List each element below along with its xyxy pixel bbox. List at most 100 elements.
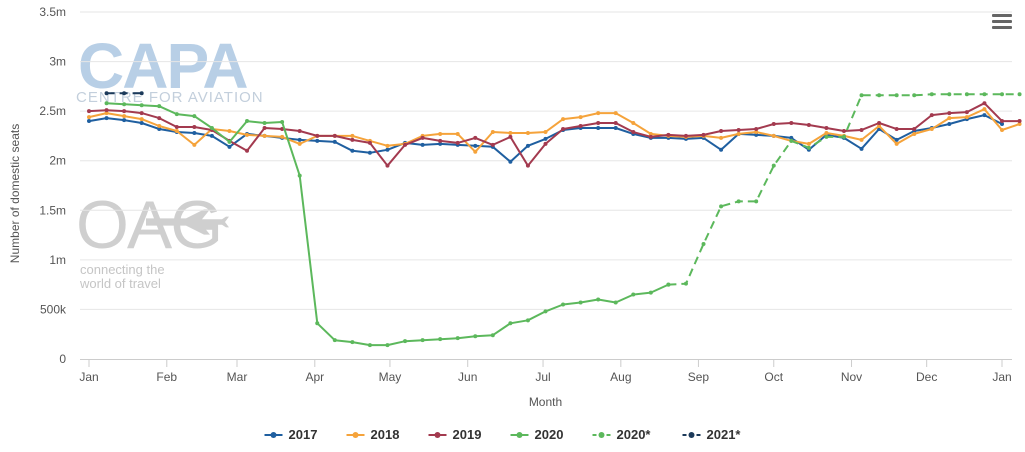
data-point [438,131,443,136]
y-tick-label: 500k [40,302,67,316]
legend-item[interactable]: 2017 [264,427,318,442]
legend-marker [434,432,441,438]
capa-logo: CAPA [78,30,247,102]
x-tick-label: Apr [305,370,324,384]
legend-item[interactable]: 2020* [592,427,652,442]
legend-marker [598,432,605,438]
data-point [87,119,91,124]
data-point [490,333,495,338]
data-point [438,138,443,143]
data-point [841,128,846,133]
data-point [631,129,636,134]
data-point [683,281,688,286]
x-tick-label: Nov [841,370,862,384]
data-point [104,111,109,116]
data-point [209,125,214,130]
data-point [982,107,987,112]
x-tick-label: Feb [156,370,177,384]
data-point [929,92,934,97]
data-point [824,134,829,139]
data-point [350,340,355,345]
menu-bar-3 [992,26,1012,29]
data-point [332,338,337,343]
series-2019 [87,101,1022,168]
data-point [912,126,917,131]
data-point [859,127,864,132]
data-point [596,121,601,126]
data-point [771,133,776,138]
x-tick-label: Sep [688,370,710,384]
data-point [122,109,127,114]
series-line [88,102,1020,167]
airplane-icon [146,209,229,235]
data-point [350,133,355,138]
data-point [789,138,794,143]
x-tick-label: Jan [992,370,1011,384]
x-tick-label: Aug [610,370,631,384]
data-point [754,129,759,134]
data-point [455,336,460,341]
hamburger-menu-icon[interactable] [992,14,1012,32]
legend-label: 2018 [371,427,400,442]
y-tick-label: 1m [49,253,66,267]
data-point [139,121,144,126]
data-point [561,117,566,122]
menu-bar-1 [992,14,1012,17]
data-point [245,148,250,153]
data-point [139,103,144,108]
y-axis: 0 500k 1m 1.5m 2m 2.5m 3m 3.5m [39,5,67,366]
y-tick-label: 0 [59,352,66,366]
data-point [174,125,179,130]
grid [80,11,1012,310]
data-point [473,149,478,154]
data-point [596,297,601,302]
menu-bar-2 [992,20,1012,23]
data-point [227,128,232,133]
x-tick-label: May [379,370,402,384]
x-tick-label: Jun [458,370,477,384]
data-point [192,125,197,130]
data-point [736,199,741,204]
oag-tagline-1: connecting the [80,262,165,277]
legend-label: 2017 [289,427,318,442]
data-point [982,92,987,97]
data-point [315,138,320,143]
data-point [824,130,829,135]
data-point [561,126,566,131]
data-point [280,134,285,139]
x-axis: Jan Feb Mar Apr May Jun Jul Aug Sep Oct Nov Dec Jan [79,359,1012,384]
data-point [174,128,179,133]
data-point [297,173,302,178]
data-point [525,163,530,168]
data-point [877,93,882,98]
data-point [122,114,127,119]
y-tick-label: 3.5m [39,5,66,19]
legend-item[interactable]: 2018 [346,427,400,442]
data-point [596,111,601,116]
data-point [87,115,91,120]
data-point [122,91,127,96]
legend-item[interactable]: 2021* [682,427,742,442]
data-point [192,142,197,147]
data-point [1017,122,1022,127]
data-point [122,102,127,107]
legend-item[interactable]: 2020 [510,427,564,442]
data-point [174,112,179,117]
legend-label: 2021* [707,427,742,442]
data-point [490,129,495,134]
data-point [157,116,162,121]
legend-item[interactable]: 2019 [428,427,482,442]
data-point [525,130,530,135]
data-point [420,338,425,343]
data-point [1017,119,1022,124]
data-point [297,137,302,142]
data-point [315,321,320,326]
data-point [648,290,653,295]
data-point [1000,119,1004,124]
data-point [771,163,776,168]
data-point [754,126,759,131]
data-point [648,131,653,136]
data-point [754,199,759,204]
data-point [385,343,390,348]
data-point [385,147,390,152]
